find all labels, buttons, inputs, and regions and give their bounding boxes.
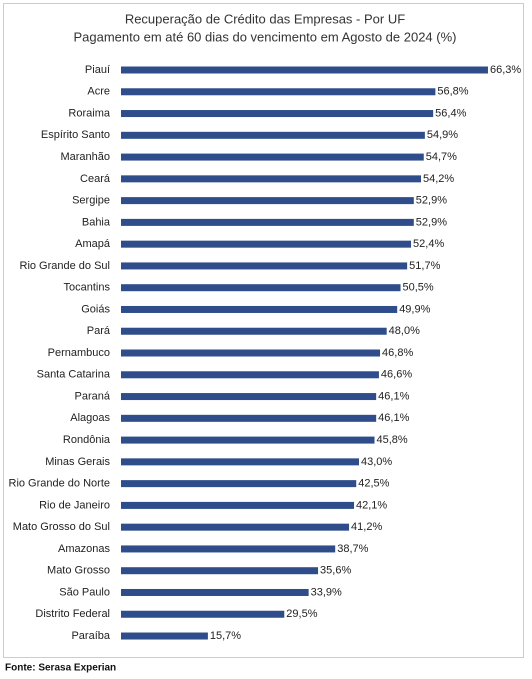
value-label: 52,4% (413, 238, 444, 250)
value-label: 50,5% (403, 282, 434, 294)
bar (121, 175, 421, 183)
value-label: 56,8% (437, 86, 468, 98)
value-label: 52,9% (416, 216, 447, 228)
category-label: Santa Catarina (37, 369, 111, 381)
category-label: Pará (87, 325, 111, 337)
bar (121, 153, 424, 161)
category-label: Piauí (85, 64, 110, 76)
value-label: 51,7% (409, 260, 440, 272)
value-label: 46,1% (378, 412, 409, 424)
value-label: 38,7% (337, 543, 368, 555)
category-label: Mato Grosso (47, 565, 110, 577)
category-label: Minas Gerais (45, 456, 110, 468)
value-label: 54,9% (427, 129, 458, 141)
value-label: 48,0% (389, 325, 420, 337)
category-label: Tocantins (64, 282, 111, 294)
bar (121, 523, 350, 531)
category-label: Rondônia (63, 434, 111, 446)
source-note: Fonte: Serasa Experian (5, 663, 116, 674)
category-label: Rio Grande do Norte (9, 478, 111, 490)
category-label: Acre (87, 86, 110, 98)
bar (121, 218, 414, 226)
bar (121, 284, 401, 292)
value-label: 52,9% (416, 195, 447, 207)
bar (121, 545, 336, 553)
bar (121, 66, 488, 74)
value-label: 15,7% (210, 630, 241, 642)
bar (121, 393, 377, 401)
category-label: Roraima (68, 107, 110, 119)
bar (121, 88, 436, 96)
value-label: 45,8% (377, 434, 408, 446)
category-label: Paraíba (71, 630, 110, 642)
bar (121, 327, 387, 335)
value-label: 66,3% (490, 64, 521, 76)
category-label: Ceará (80, 173, 111, 185)
category-label: Goiás (81, 303, 110, 315)
value-label: 41,2% (351, 521, 382, 533)
category-label: Paraná (75, 390, 111, 402)
category-label: Pernambuco (48, 347, 110, 359)
value-label: 46,8% (382, 347, 413, 359)
bar (121, 501, 355, 509)
category-label: Rio de Janeiro (39, 499, 110, 511)
value-label: 54,2% (423, 173, 454, 185)
bar (121, 414, 377, 422)
value-label: 42,1% (356, 499, 387, 511)
value-label: 42,5% (358, 478, 389, 490)
category-label: Sergipe (72, 195, 110, 207)
bar (121, 610, 285, 618)
bar (121, 349, 381, 357)
value-label: 54,7% (426, 151, 457, 163)
bar (121, 436, 375, 444)
category-label: Espírito Santo (41, 129, 110, 141)
bar (121, 588, 309, 596)
value-label: 56,4% (435, 107, 466, 119)
category-label: Mato Grosso do Sul (13, 521, 110, 533)
bar (121, 567, 319, 575)
value-label: 46,6% (381, 369, 412, 381)
bar (121, 110, 434, 118)
chart-frame (3, 3, 524, 658)
category-label: Amapá (75, 238, 111, 250)
bar (121, 458, 360, 466)
bar (121, 480, 357, 488)
category-label: Maranhão (60, 151, 110, 163)
bar (121, 262, 408, 270)
value-label: 35,6% (320, 565, 351, 577)
value-label: 49,9% (399, 303, 430, 315)
category-label: Bahia (82, 216, 111, 228)
value-label: 29,5% (286, 608, 317, 620)
value-label: 43,0% (361, 456, 392, 468)
category-label: Amazonas (58, 543, 110, 555)
category-label: Alagoas (70, 412, 110, 424)
chart-title: Recuperação de Crédito das Empresas - Po… (125, 11, 405, 26)
category-label: Rio Grande do Sul (20, 260, 111, 272)
bar (121, 371, 379, 379)
category-label: São Paulo (59, 586, 110, 598)
bar (121, 632, 208, 640)
category-label: Distrito Federal (35, 608, 110, 620)
value-label: 46,1% (378, 390, 409, 402)
bar (121, 305, 398, 313)
bar (121, 197, 414, 205)
bar (121, 131, 425, 139)
value-label: 33,9% (311, 586, 342, 598)
bar (121, 240, 412, 248)
chart-subtitle: Pagamento em até 60 dias do vencimento e… (73, 29, 456, 44)
